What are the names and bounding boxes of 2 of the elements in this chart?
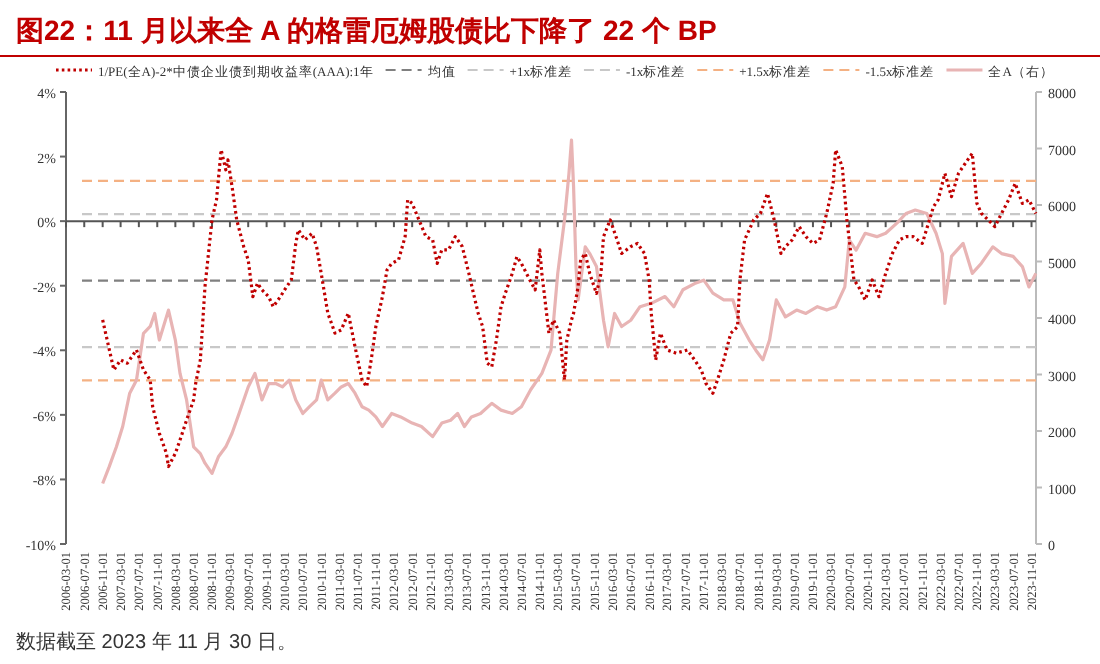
text: 数据截至 2023 年 11 月 30 日。 — [16, 630, 297, 654]
chart-title: 图22：11 月以来全 A 的格雷厄姆股债比下降了 22 个 BP — [16, 14, 717, 46]
